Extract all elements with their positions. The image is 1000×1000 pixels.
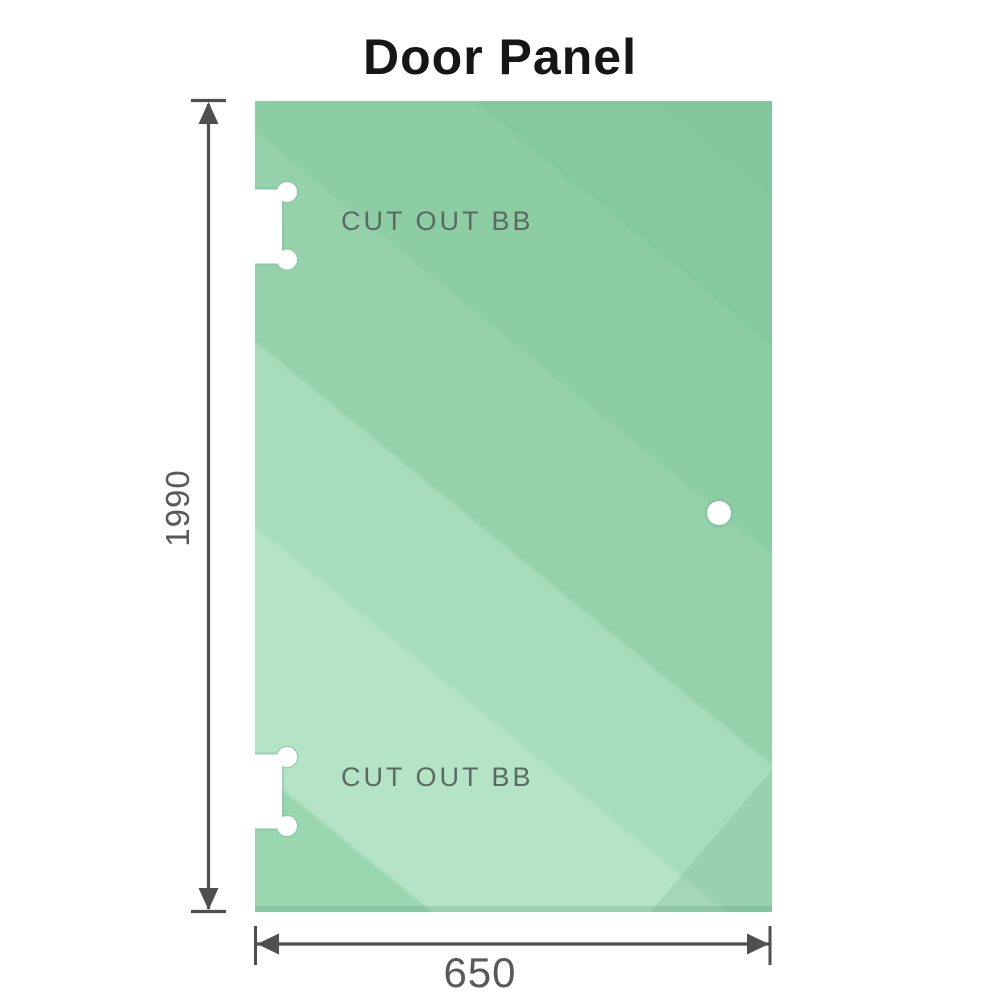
width-dim-arrow-right	[747, 933, 769, 955]
hinge-cutout-bottom-hole	[255, 747, 297, 836]
height-dimension	[191, 98, 226, 914]
page-title: Door Panel	[363, 29, 637, 85]
hinge-cutout-top	[255, 180, 299, 271]
handle-hole	[704, 498, 734, 528]
width-dim-arrow-left	[257, 933, 279, 955]
height-dimension-label: 1990	[159, 469, 196, 547]
cutout-label-bottom: CUT OUT BB	[341, 762, 534, 792]
width-dimension	[254, 926, 772, 965]
width-dimension-label: 650	[443, 949, 517, 996]
hinge-cutout-top-hole	[255, 182, 297, 270]
hinge-cutout-bottom	[255, 745, 299, 838]
glass-panel	[255, 101, 772, 912]
height-dim-arrow-up	[198, 102, 219, 124]
glass-corner-shade	[650, 770, 772, 912]
height-dim-arrow-down	[198, 888, 219, 910]
glass-bottom-edge	[255, 906, 772, 912]
handle-hole-circle	[707, 501, 731, 525]
glass-panel-body	[255, 101, 772, 912]
cutout-label-top: CUT OUT BB	[341, 206, 534, 236]
